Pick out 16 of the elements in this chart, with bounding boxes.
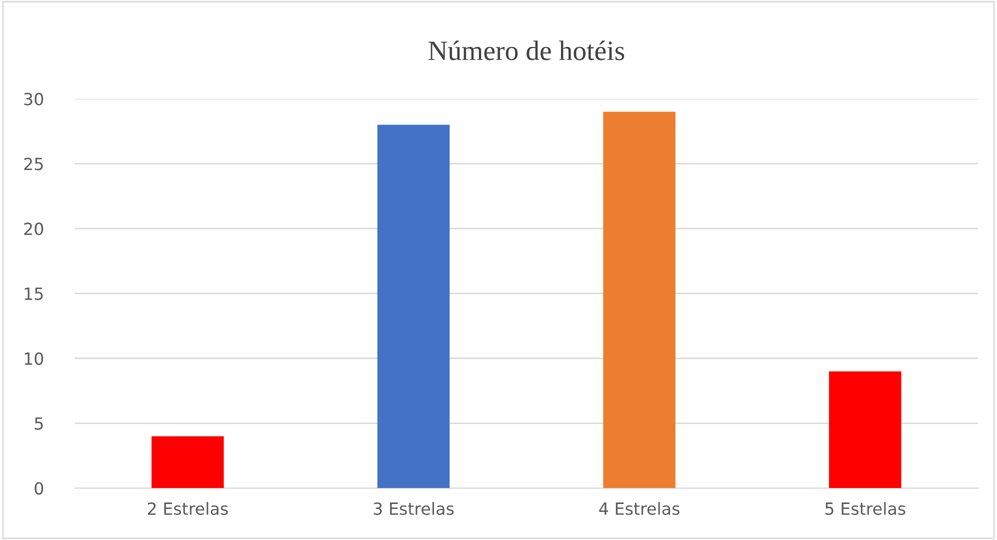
y-tick-label: 20 [24,222,44,236]
x-tick-label: 3 Estrelas [374,502,454,515]
bar [603,112,676,488]
bar [829,371,902,488]
y-tick-label: 10 [24,352,44,365]
x-tick-label: 4 Estrelas [599,502,680,515]
bar [377,124,450,488]
bar [152,436,224,488]
x-tick-label: 5 Estrelas [825,502,906,515]
y-tick-label: 15 [24,288,43,300]
chart-title: Número de hotéis [428,40,624,60]
y-tick-label: 30 [24,92,44,106]
x-tick-label: 2 Estrelas [148,502,228,515]
y-tick-label: 0 [34,482,44,495]
y-tick-label: 5 [34,417,43,430]
y-tick-label: 25 [24,158,43,170]
